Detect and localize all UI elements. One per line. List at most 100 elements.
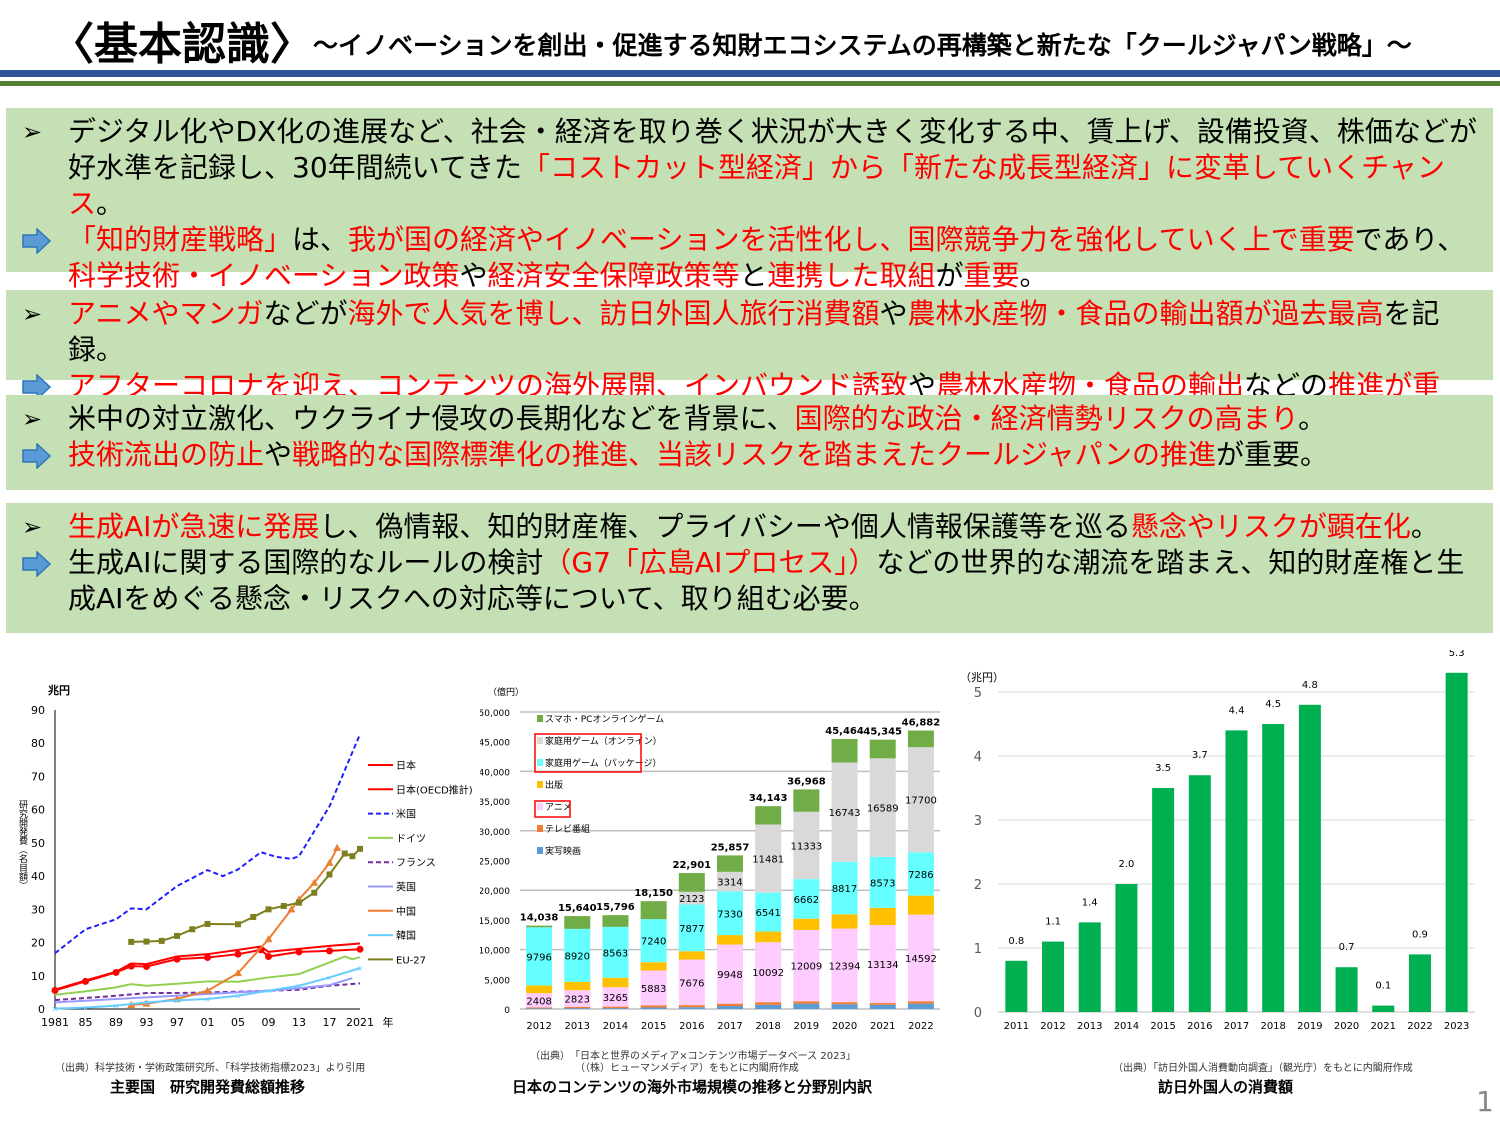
data-point: × bbox=[235, 992, 242, 1001]
legend-label: 日本(OECD推計) bbox=[396, 783, 473, 796]
bar-total-label: 22,901 bbox=[673, 860, 712, 871]
data-point bbox=[341, 850, 348, 857]
bar-segment-label: 2408 bbox=[526, 996, 551, 1007]
bar bbox=[1298, 704, 1321, 1012]
bar-segment-label: 9796 bbox=[526, 952, 551, 963]
data-point: × bbox=[174, 996, 181, 1005]
bar-segment-テレビ番組 bbox=[831, 1002, 858, 1005]
series-line-EU-27 bbox=[131, 848, 361, 943]
data-point bbox=[173, 955, 181, 963]
data-point bbox=[204, 920, 211, 927]
bar-segment-テレビ番組 bbox=[755, 1002, 782, 1005]
legend-swatch bbox=[537, 781, 543, 788]
bar bbox=[1372, 1005, 1395, 1012]
bar-value-label: 5.3 bbox=[1449, 650, 1465, 659]
bar-total-label: 18,150 bbox=[634, 888, 673, 899]
y-tick-label: 70 bbox=[31, 770, 45, 783]
bar bbox=[1152, 788, 1175, 1012]
bar-segment-アニメ bbox=[793, 929, 820, 1002]
bar-total-label: 45,345 bbox=[863, 727, 902, 738]
y-tick-label: 4 bbox=[974, 750, 982, 765]
bar-segment-テレビ番組 bbox=[640, 1005, 667, 1008]
bar-value-label: 4.5 bbox=[1265, 699, 1281, 710]
body-text: などの世界的な潮流を踏まえ、知的財産権と生成AIをめぐる懸念・リスクへの対応等に… bbox=[68, 546, 1465, 615]
data-point: × bbox=[326, 973, 333, 982]
bar-segment-テレビ番組 bbox=[526, 1007, 553, 1009]
y-tick-label: 10 bbox=[31, 970, 45, 983]
slide-subtitle: ～イノベーションを創出・促進する知財エコシステムの再構築と新たな「クールジャパン… bbox=[313, 31, 1412, 60]
data-point bbox=[158, 937, 165, 944]
bullet-point: アニメやマンガなどが海外で人気を博し、訪日外国人旅行消費額や農林水産物・食品の輸… bbox=[22, 296, 1487, 368]
legend-label: 家庭用ゲーム（オンライン） bbox=[545, 735, 662, 747]
bar-segment-実写映画 bbox=[564, 1008, 591, 1009]
bar-segment-label: 8573 bbox=[870, 878, 895, 889]
bar-segment-label: 8920 bbox=[565, 951, 590, 962]
x-tick-label: 2014 bbox=[603, 1021, 628, 1032]
x-tick-label: 05 bbox=[231, 1016, 245, 1029]
right-arrow-icon bbox=[22, 374, 52, 400]
x-tick-label: 2017 bbox=[1224, 1021, 1249, 1032]
legend-swatch bbox=[537, 715, 543, 722]
body-text: 米中の対立激化、ウクライナ侵攻の長期化などを背景に、 bbox=[68, 402, 795, 435]
body-text: が bbox=[935, 259, 964, 292]
bar-segment-テレビ番組 bbox=[602, 1006, 629, 1009]
bar-segment-実写映画 bbox=[793, 1003, 820, 1009]
bar-segment-出版 bbox=[907, 895, 934, 915]
body-text: と bbox=[739, 259, 768, 292]
y-tick-label: 2 bbox=[974, 878, 982, 893]
data-point bbox=[295, 948, 303, 956]
bar-value-label: 0.1 bbox=[1375, 981, 1391, 992]
bar-segment-スマホ・PCオンラインゲーム bbox=[526, 925, 553, 928]
bar-segment-実写映画 bbox=[831, 1004, 858, 1009]
bar-total-label: 14,038 bbox=[520, 913, 559, 924]
arrow-point: 技術流出の防止や戦略的な国際標準化の推進、当該リスクを踏まえたクールジャパンの推… bbox=[8, 437, 1487, 473]
legend-label: 中国 bbox=[396, 905, 416, 918]
body-text: 生成AIに関する国際的なルールの検討 bbox=[68, 546, 544, 579]
body-text: し、偽情報、知的財産権、プライバシーや個人情報保護等を巡る bbox=[319, 510, 1131, 543]
bar-segment-label: 7240 bbox=[641, 937, 666, 948]
data-point bbox=[356, 945, 364, 953]
chart2-source-1: （出典） 「日本と世界のメディア×コンテンツ市場データベース 2023」 bbox=[530, 1051, 856, 1062]
chart2-title: 日本のコンテンツの海外市場規模の推移と分野別内訳 bbox=[512, 1078, 873, 1096]
data-point bbox=[296, 899, 302, 906]
x-tick-label: 2017 bbox=[717, 1021, 742, 1032]
bar-segment-label: 7286 bbox=[908, 870, 933, 881]
bar-segment-スマホ・PCオンラインゲーム bbox=[831, 738, 858, 763]
bar-value-label: 4.4 bbox=[1229, 705, 1245, 716]
bar-segment-label: 13134 bbox=[867, 960, 899, 971]
body-text: デジタル化やDX化の進展など、社会・経済を取り巻く状況が大きく変化する中、賃上げ… bbox=[68, 115, 1477, 184]
bar-segment-アニメ bbox=[564, 990, 591, 1007]
bar-segment-スマホ・PCオンラインゲーム bbox=[717, 855, 743, 872]
bar-segment-出版 bbox=[755, 931, 782, 943]
body-text: や bbox=[264, 438, 293, 471]
bullet-point: 生成AIが急速に発展し、偽情報、知的財産権、プライバシーや個人情報保護等を巡る懸… bbox=[22, 509, 1487, 545]
x-tick-label: 01 bbox=[201, 1016, 215, 1029]
body-text: であり、 bbox=[1354, 223, 1466, 256]
x-tick-label: 2023 bbox=[1444, 1021, 1469, 1032]
bar-segment-label: 2123 bbox=[679, 894, 704, 905]
bar-segment-家庭用ゲーム（オンライン） bbox=[755, 824, 782, 893]
bar-segment-テレビ番組 bbox=[869, 1003, 896, 1005]
x-tick-label: 2021 bbox=[346, 1016, 374, 1029]
bar-segment-家庭用ゲーム（パッケージ） bbox=[793, 879, 820, 919]
bar-segment-テレビ番組 bbox=[678, 1005, 705, 1008]
y-unit: （億円） bbox=[488, 686, 524, 698]
bar-segment-label: 9948 bbox=[717, 970, 742, 981]
data-point bbox=[357, 845, 363, 852]
data-point: × bbox=[52, 1005, 59, 1014]
y-tick-label: 40,000 bbox=[480, 768, 510, 778]
bar-segment-テレビ番組 bbox=[717, 1003, 743, 1007]
bar-segment-家庭用ゲーム（パッケージ） bbox=[564, 928, 591, 982]
x-tick-label: 2018 bbox=[755, 1021, 780, 1032]
chart3-title: 訪日外国人の消費額 bbox=[1158, 1078, 1294, 1096]
emphasized-text: 「知的財産戦略」 bbox=[68, 223, 293, 256]
y-tick-label: 15,000 bbox=[480, 917, 510, 927]
y-tick-label: 5 bbox=[974, 686, 982, 701]
summary-box-4: 生成AIが急速に発展し、偽情報、知的財産権、プライバシーや個人情報保護等を巡る懸… bbox=[6, 503, 1493, 633]
summary-box-1: デジタル化やDX化の進展など、社会・経済を取り巻く状況が大きく変化する中、賃上げ… bbox=[6, 108, 1493, 292]
x-tick-label: 2019 bbox=[794, 1021, 819, 1032]
chart3-source: （出典）「訪日外国人消費動向調査」（観光庁）をもとに内閣府作成 bbox=[1113, 1063, 1413, 1074]
legend-swatch bbox=[537, 737, 543, 744]
data-point bbox=[112, 968, 120, 976]
data-point bbox=[143, 962, 150, 970]
